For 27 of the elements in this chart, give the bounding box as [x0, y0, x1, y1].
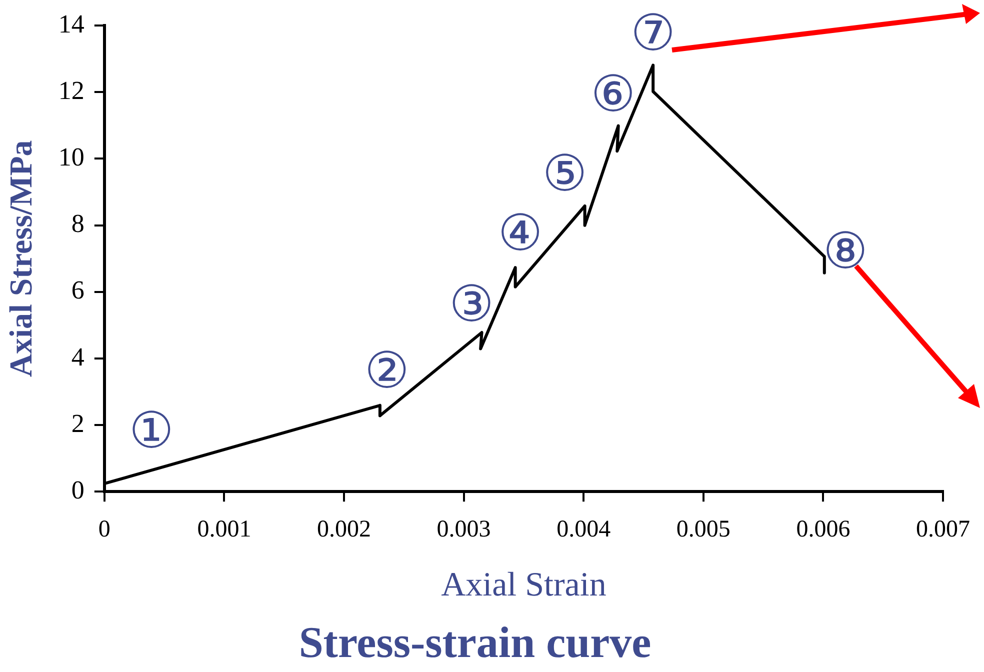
x-tick-label: 0 [98, 516, 110, 542]
text: Stress-strain curve [298, 618, 652, 667]
x-tick-label: 0.006 [796, 516, 850, 542]
x-tick-label: 0.002 [317, 516, 371, 542]
y-tick-label: 2 [71, 408, 84, 438]
x-tick-label: 0.005 [676, 516, 730, 542]
annotation: ② [364, 342, 410, 400]
y-tick-label: 8 [71, 209, 84, 238]
y-tick-label: 6 [71, 276, 84, 305]
annotation: ⑥ [590, 65, 636, 124]
y-tick-label: 12 [58, 76, 84, 105]
annotation: ⑤ [542, 144, 588, 202]
y-axis-title: Axial Stress/MPa [2, 140, 38, 377]
y-tick-label: 10 [58, 142, 84, 172]
y-tick-label: 14 [58, 9, 84, 38]
x-tick-label: 0.001 [197, 516, 252, 542]
annotation: ⑧ [822, 222, 868, 280]
x-axis-title: Axial Strain [441, 566, 606, 604]
annotation: ④ [498, 204, 543, 262]
x-tick-label: 0.004 [556, 516, 611, 542]
annotation: ⑦ [630, 4, 676, 62]
annotation: ① [128, 402, 174, 460]
x-tick-label: 0.007 [916, 516, 970, 542]
y-tick-label: 0 [71, 475, 84, 504]
y-tick-label: 4 [71, 342, 84, 372]
annotation: ③ [449, 274, 494, 333]
x-tick-label: 0.003 [436, 516, 491, 542]
